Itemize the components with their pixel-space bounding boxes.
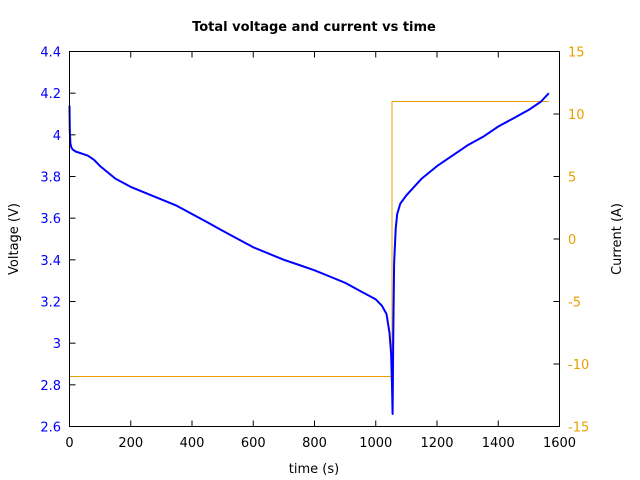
y-tick-label: 4.4 [40, 46, 61, 61]
y-tick-label: 2.8 [40, 379, 61, 394]
y-tick-label: 3 [53, 337, 61, 352]
voltage-line [68, 92, 550, 415]
y-tick-label: 3.8 [40, 171, 61, 186]
y-tick-label: 4 [53, 129, 61, 144]
y2-tick-label: -5 [568, 296, 581, 311]
x-axis-label: time (s) [289, 462, 339, 477]
x-tick-label: 1000 [359, 436, 392, 451]
x-tick-label: 800 [302, 436, 327, 451]
y-tick-label: 3.6 [40, 212, 61, 227]
y2-tick-label: 10 [568, 108, 585, 123]
x-tick-label: 1200 [420, 436, 453, 451]
y-axis-left-label: Voltage (V) [7, 203, 22, 275]
y-axis-left: 2.6 2.8 3 3.2 3.4 3.6 3.8 4 4.2 4.4 [40, 46, 76, 436]
y2-tick-label: 0 [568, 233, 576, 248]
x-tick-label: 0 [65, 436, 73, 451]
x-axis: 0 200 400 600 800 1000 1200 1400 1600 [65, 51, 576, 451]
x-tick-label: 1600 [543, 436, 576, 451]
plot-frame [69, 51, 560, 427]
x-tick-label: 200 [118, 436, 143, 451]
x-tick-label: 600 [241, 436, 266, 451]
x-tick-label: 1400 [482, 436, 515, 451]
y2-tick-label: 5 [568, 171, 576, 186]
y-tick-label: 2.6 [40, 421, 61, 436]
x-tick-label: 400 [180, 436, 205, 451]
y2-tick-label: -10 [568, 358, 589, 373]
chart-title: Total voltage and current vs time [192, 20, 436, 35]
plot-series [68, 92, 550, 415]
current-line [69, 101, 549, 377]
y-axis-right: -15 -10 -5 0 5 10 15 [553, 46, 589, 436]
y2-tick-label: -15 [568, 421, 589, 436]
y-tick-label: 4.2 [40, 87, 61, 102]
y2-tick-label: 15 [568, 46, 585, 61]
y-tick-label: 3.2 [40, 296, 61, 311]
y-tick-label: 3.4 [40, 254, 61, 269]
y-axis-right-label: Current (A) [610, 203, 625, 275]
